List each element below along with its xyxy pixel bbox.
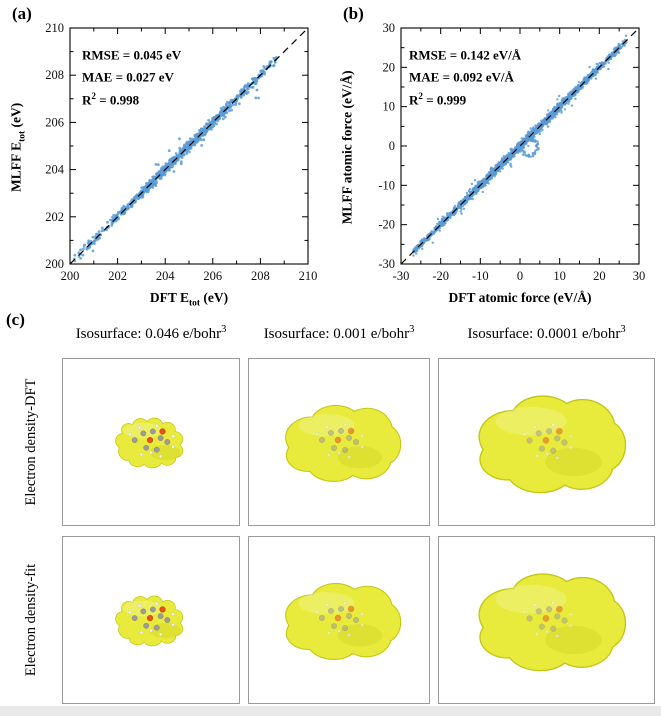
force-parity-chart: -30 -20 -10 0 10 20 30 -30 -20 -10 0 10 20 30: [378, 21, 646, 283]
svg-text:202: 202: [45, 210, 64, 224]
svg-text:-20: -20: [432, 269, 449, 283]
svg-text:206: 206: [45, 115, 64, 129]
svg-text:-10: -10: [472, 269, 489, 283]
svg-text:208: 208: [251, 269, 270, 283]
svg-text:-30: -30: [393, 269, 410, 283]
svg-text:-30: -30: [378, 257, 395, 271]
svg-text:30: 30: [633, 269, 646, 283]
svg-text:204: 204: [45, 163, 65, 177]
svg-text:210: 210: [299, 269, 318, 283]
svg-text:-20: -20: [378, 218, 395, 232]
panel-b: (b) -30 -20 -10 0 10 20 30 -30 -20 -10 0 10 20 30 RMS…: [335, 4, 661, 306]
density-cell-fit-0046: [62, 536, 240, 704]
mae-line: MAE = 0.027 eV: [82, 69, 174, 85]
force-xlabel: DFT atomic force (eV/Å): [448, 290, 592, 305]
panel-c: (c) Isosurface: 0.046 e/bohr3 Isosurface…: [0, 306, 661, 716]
density-cell-dft-00001: [438, 358, 655, 526]
energy-metrics: RMSE = 0.045 eV MAE = 0.027 eV R2 = 0.99…: [82, 42, 181, 109]
isosurface-render: [477, 394, 626, 493]
energy-xlabel: DFT Etot (eV): [149, 290, 229, 309]
svg-text:10: 10: [553, 269, 566, 283]
force-metrics: RMSE = 0.142 eV/Å MAE = 0.092 eV/Å R2 = …: [409, 42, 521, 109]
isosurface-render: [285, 404, 402, 482]
energy-parity-chart: 200 202 204 206 208 210 200 202 204 206 208 210: [45, 21, 318, 283]
svg-text:206: 206: [203, 269, 222, 283]
svg-text:20: 20: [383, 60, 396, 74]
isosurface-header-1: Isosurface: 0.046 e/bohr3: [75, 324, 227, 342]
panel-c-label: (c): [6, 310, 25, 329]
panel-b-label: (b): [343, 4, 364, 23]
r2-line: R2 = 0.998: [82, 90, 140, 107]
panel-a-label: (a): [12, 4, 32, 23]
svg-text:202: 202: [108, 269, 127, 283]
svg-text:-10: -10: [378, 178, 395, 192]
force-ylabel: MLFF atomic force (eV/Å): [339, 70, 355, 225]
svg-text:30: 30: [383, 21, 396, 35]
isosurface-render: [115, 595, 184, 647]
energy-ylabel: MLFF Etot (eV): [8, 102, 28, 192]
mae-line: MAE = 0.092 eV/Å: [409, 69, 514, 85]
svg-text:204: 204: [156, 269, 176, 283]
svg-text:20: 20: [593, 269, 606, 283]
density-cell-fit-0001: [248, 536, 430, 704]
isosurface-header-3: Isosurface: 0.0001 e/bohr3: [467, 324, 626, 342]
rmse-line: RMSE = 0.142 eV/Å: [409, 47, 522, 63]
density-cell-dft-0046: [62, 358, 240, 526]
svg-text:0: 0: [517, 269, 523, 283]
isosurface-render: [115, 417, 184, 469]
svg-text:0: 0: [389, 139, 395, 153]
svg-text:200: 200: [61, 269, 80, 283]
isosurface-render: [477, 572, 626, 671]
svg-text:10: 10: [383, 100, 396, 114]
density-cell-dft-0001: [248, 358, 430, 526]
rmse-line: RMSE = 0.045 eV: [82, 47, 182, 63]
svg-text:208: 208: [45, 68, 64, 82]
density-cell-fit-00001: [438, 536, 655, 704]
svg-text:200: 200: [45, 257, 64, 271]
isosurface-header-2: Isosurface: 0.001 e/bohr3: [263, 324, 415, 342]
r2-line: R2 = 0.999: [409, 90, 467, 107]
isosurface-render: [285, 582, 402, 660]
cropped-caption-strip: [0, 706, 661, 716]
svg-text:210: 210: [45, 21, 64, 35]
row-label-fit: Electron density-fit: [23, 563, 39, 677]
panel-a: (a) 200 202 204 206 208 210 200 202 204 206 208 210…: [4, 4, 330, 309]
